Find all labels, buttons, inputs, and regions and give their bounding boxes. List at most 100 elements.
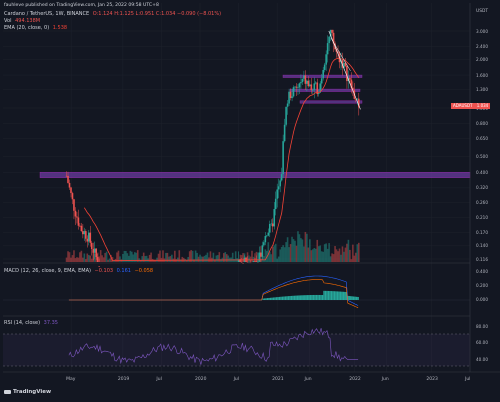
price-tick-label: 0.500 <box>476 154 488 160</box>
candle-body <box>343 62 345 68</box>
macd-hist-bar <box>324 290 327 300</box>
macd-hist-bar <box>326 290 328 300</box>
candle-body <box>74 210 77 217</box>
candle-body <box>279 180 281 187</box>
volume-bar <box>113 259 115 262</box>
volume-bar <box>304 231 307 262</box>
candle-body <box>322 69 324 79</box>
volume-bar <box>263 256 265 262</box>
volume-bar <box>162 250 164 262</box>
volume-bar <box>289 244 292 262</box>
macd-hist-bar <box>348 296 350 300</box>
price-tick-label: 0.116 <box>476 256 488 262</box>
volume-bar <box>220 259 222 262</box>
macd-hist-bar <box>315 294 318 300</box>
ema-legend[interactable]: EMA (20, close, 0) 1.538 <box>4 25 67 31</box>
candle-body <box>255 261 258 262</box>
volume-bar <box>102 257 105 262</box>
rsi-tick-40: 40.00 <box>476 357 488 362</box>
macd-hist-bar <box>274 297 276 300</box>
macd-hist-bar <box>263 298 266 300</box>
time-tick-label: Jun <box>304 377 312 382</box>
volume-bar <box>199 254 201 262</box>
volume-bar <box>298 234 301 262</box>
volume-bar <box>251 250 253 262</box>
volume-bar <box>168 256 170 262</box>
candle-body <box>303 75 305 79</box>
volume-bar <box>291 236 293 262</box>
macd-hist-bar <box>344 291 346 300</box>
macd-hist-bar <box>298 295 300 300</box>
candle-body <box>350 79 353 88</box>
volume-bar <box>174 250 176 262</box>
candle-body <box>357 98 360 108</box>
time-tick-label: Jul <box>465 377 471 382</box>
volume-legend[interactable]: Vol 494.138M <box>4 18 40 24</box>
macd-hist-bar <box>292 295 294 300</box>
volume-bar <box>142 252 145 262</box>
macd-hist-bar <box>265 298 267 300</box>
macd-hist-bar <box>345 292 347 300</box>
volume-bar <box>355 252 357 262</box>
volume-bar <box>300 238 302 262</box>
volume-bar <box>65 257 68 262</box>
candle-body <box>261 245 264 257</box>
volume-bar <box>322 251 324 262</box>
macd-hist-bar <box>333 291 336 300</box>
macd-hist-bar <box>330 291 333 300</box>
macd-hist-bar <box>299 295 301 300</box>
candle-body <box>300 82 302 84</box>
macd-hist-bar <box>350 296 352 300</box>
tradingview-branding[interactable]: TradingView <box>4 389 51 395</box>
macd-legend[interactable]: MACD (12, 26, close, 9, EMA, EMA) −0.103… <box>4 268 153 274</box>
macd-hist-bar <box>317 294 319 300</box>
volume-bar <box>353 255 356 262</box>
volume-bar <box>177 257 179 262</box>
candle-body <box>355 98 357 100</box>
volume-bar <box>270 254 273 262</box>
macd-hist-bar <box>329 291 331 300</box>
volume-bar <box>347 239 350 262</box>
volume-bar <box>224 252 227 262</box>
rsi-tick-60: 60.00 <box>476 340 488 345</box>
macd-tick-zero: 0.000 <box>476 297 488 302</box>
volume-bar <box>267 242 270 262</box>
price-tick-label: 2.400 <box>476 44 488 50</box>
macd-hist-bar <box>277 297 279 300</box>
price-zone <box>289 88 361 92</box>
price-tick-label: 0.140 <box>476 243 488 249</box>
volume-bar <box>306 233 308 262</box>
macd-tick-high: 0.400 <box>476 269 488 274</box>
volume-bar <box>242 253 244 262</box>
rsi-legend[interactable]: RSI (14, close) 37.35 <box>4 320 58 326</box>
candle-body <box>352 87 354 91</box>
candle-body <box>294 86 296 88</box>
symbol-title[interactable]: Cardano / TetherUS, 1W, BINANCE <box>4 11 90 17</box>
volume-bar <box>67 251 69 262</box>
volume-bar <box>156 257 158 262</box>
candle-body <box>252 261 255 262</box>
volume-bar <box>89 255 92 262</box>
macd-hist-bar <box>281 296 284 300</box>
volume-bar <box>193 259 195 262</box>
volume-bar <box>212 252 215 262</box>
volume-bar <box>264 249 267 262</box>
volume-bar <box>104 253 106 262</box>
volume-bar <box>154 259 157 262</box>
candle-body <box>90 242 93 249</box>
time-tick-label: 2021 <box>272 377 284 382</box>
candle-body <box>85 231 87 239</box>
macd-hist-bar <box>271 297 273 300</box>
candle-body <box>282 141 284 175</box>
candle-body <box>242 263 244 264</box>
candle-body <box>70 187 72 194</box>
macd-hist-bar <box>283 296 285 300</box>
time-tick-label: 2023 <box>426 377 438 382</box>
volume-bar <box>309 239 311 262</box>
volume-bar <box>338 248 341 262</box>
macd-hist-bar <box>327 290 330 300</box>
candle-body <box>326 43 329 55</box>
candle-body <box>319 83 322 93</box>
volume-bar <box>273 245 276 262</box>
